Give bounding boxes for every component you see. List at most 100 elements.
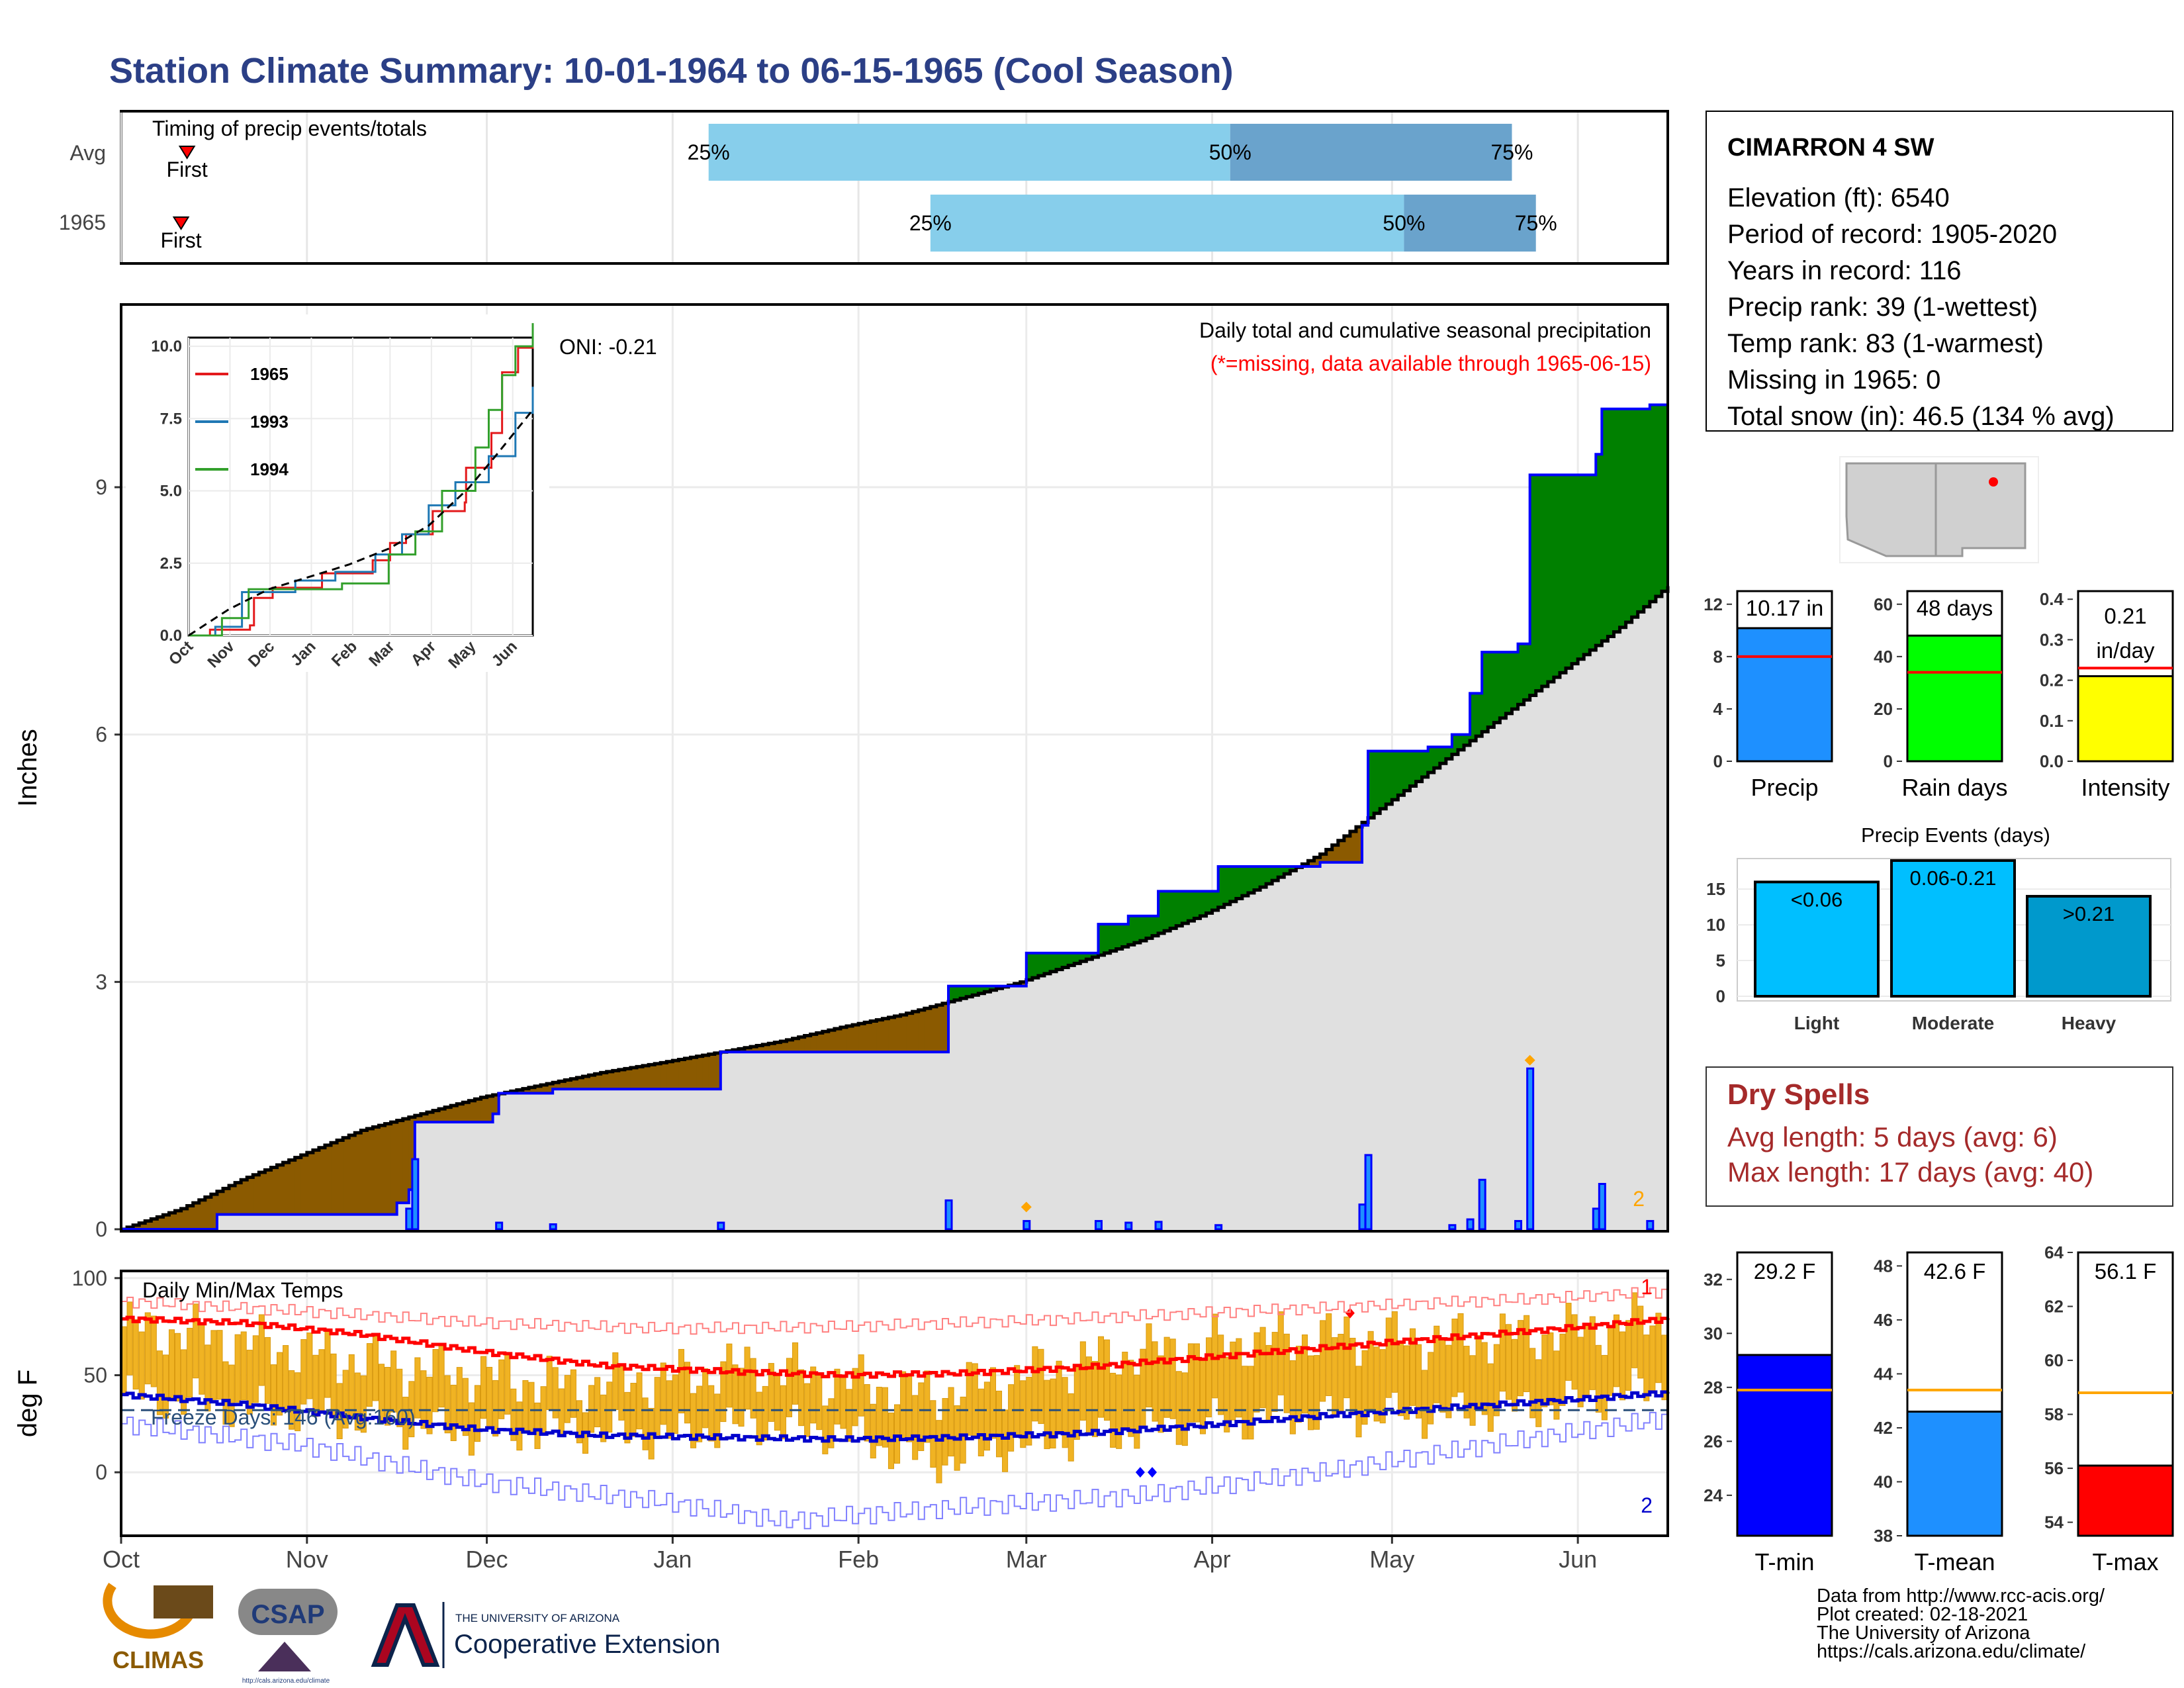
daily-temp-bar: [798, 1369, 805, 1427]
daily-temp-bar: [1601, 1354, 1608, 1421]
below-average-fill: [241, 1180, 248, 1215]
precip-events-bars: 0 5 10 15 <0.06 Light 0.06-0.21 Moderate >0.21 He…: [1706, 859, 2171, 1033]
month-label-nov: Nov: [286, 1546, 328, 1573]
above-average-fill: [1553, 475, 1561, 678]
above-average-fill: [1158, 891, 1165, 933]
above-average-fill: [1242, 866, 1249, 896]
daily-temp-bar: [187, 1327, 193, 1398]
below-average-fill: [852, 1025, 859, 1053]
daily-temp-bar: [1320, 1320, 1326, 1402]
daily-temp-bar: [504, 1354, 511, 1415]
csap-logo-mountain: [258, 1642, 311, 1671]
above-average-fill: [1224, 866, 1231, 905]
daily-temp-bar: [1283, 1333, 1290, 1413]
timing-avg-bar-50-75: [1230, 124, 1512, 181]
daily-temp-bar: [552, 1367, 559, 1419]
record-low-marker: [1135, 1467, 1145, 1478]
daily-temp-bar: [876, 1386, 882, 1446]
dry-spells-avg: Avg length: 5 days (avg: 6): [1727, 1121, 2058, 1152]
station-precip-rank: Precip rank: 39 (1-wettest): [1727, 293, 2038, 322]
above-average-fill: [1092, 953, 1099, 957]
dry-spells-frame: [1706, 1066, 2173, 1207]
below-average-fill: [762, 1044, 769, 1053]
below-average-fill: [660, 1062, 667, 1090]
below-average-fill: [714, 1053, 721, 1090]
daily-temp-bar: [414, 1357, 421, 1419]
temp-summary-t-mean-bar: [1906, 1410, 2003, 1537]
below-average-fill: [277, 1164, 284, 1215]
daily-temp-bar: [312, 1354, 319, 1417]
above-average-fill: [1266, 866, 1273, 884]
daily-temp-bar: [348, 1354, 355, 1417]
daily-temp-bar: [420, 1370, 427, 1429]
daily-temp-bar: [1475, 1335, 1482, 1410]
below-average-fill: [451, 1105, 457, 1123]
daily-temp-bar: [1457, 1313, 1464, 1393]
above-average-fill: [1026, 953, 1033, 980]
below-average-fill: [145, 1221, 152, 1229]
daily-temp-bar: [528, 1382, 535, 1434]
below-average-fill: [343, 1137, 349, 1215]
inset-chart: Oct Nov Dec Jan Feb Mar Apr May Jun0.02.55.07.51…: [126, 314, 549, 672]
daily-temp-bar: [660, 1362, 666, 1425]
daily-temp-bar: [210, 1330, 217, 1400]
below-average-fill: [774, 1042, 781, 1053]
station-location-marker: [1989, 477, 1998, 487]
daily-precip-bar: [1124, 1221, 1133, 1231]
station-years: Years in record: 116: [1727, 256, 1962, 285]
daily-temp-bar: [1308, 1355, 1314, 1430]
daily-temp-bar: [1625, 1320, 1632, 1391]
daily-temp-bar: [1379, 1349, 1386, 1424]
daily-temp-bar: [774, 1374, 780, 1431]
events-y-tick-label: 15: [1706, 879, 1725, 899]
below-average-fill: [229, 1185, 236, 1215]
below-average-fill: [379, 1125, 386, 1215]
precip-y-tick-label-0: 0: [95, 1217, 107, 1241]
events-bar-label-moderate: 0.06-0.21: [1910, 867, 1997, 890]
above-average-fill: [1086, 953, 1093, 960]
below-average-fill: [475, 1099, 482, 1123]
below-average-fill: [210, 1194, 218, 1229]
daily-temp-bar: [372, 1336, 379, 1401]
below-average-fill: [672, 1060, 680, 1090]
daily-temp-bar: [1410, 1328, 1416, 1406]
daily-temp-bar: [1193, 1343, 1200, 1423]
summary-rain-days-tick-label: 0: [1884, 751, 1893, 771]
daily-temp-bar: [1637, 1305, 1644, 1379]
daily-temp-bar: [1187, 1343, 1194, 1423]
daily-temp-bar: [486, 1366, 493, 1427]
daily-temp-bar: [558, 1388, 565, 1435]
daily-temp-bar: [684, 1362, 691, 1424]
daily-precip-bar: [1448, 1224, 1457, 1231]
daily-temp-bar: [642, 1397, 649, 1450]
below-average-fill: [265, 1170, 272, 1215]
temp-y-axis: 0 50 100: [72, 1266, 121, 1484]
cumulative-1965-line: [121, 380, 1669, 1231]
summary-rain-days-tick-label: 20: [1874, 699, 1893, 719]
above-average-fill: [1614, 408, 1621, 632]
below-average-fill: [181, 1208, 188, 1229]
daily-temp-bar: [289, 1370, 295, 1430]
below-average-fill: [486, 1096, 494, 1123]
daily-temp-bar: [1422, 1370, 1428, 1439]
daily-temp-bar: [840, 1374, 846, 1429]
record-low-marker: [1148, 1467, 1157, 1478]
daily-temp-bar: [1314, 1355, 1320, 1430]
daily-temp-bar: [995, 1390, 1003, 1458]
above-average-fill: [1661, 404, 1668, 592]
below-average-fill: [649, 1064, 655, 1090]
daily-temp-bar: [618, 1364, 625, 1421]
timing-year-p25-label: 25%: [909, 211, 952, 235]
below-average-fill: [1320, 854, 1327, 863]
above-average-fill: [1152, 915, 1159, 936]
below-average-fill: [810, 1034, 817, 1053]
below-average-fill: [786, 1039, 794, 1053]
above-average-fill: [1398, 751, 1405, 796]
summary-intensity-tick-label: 0.3: [2040, 630, 2064, 649]
daily-temp-bar: [822, 1405, 829, 1454]
events-category-moderate: Moderate: [1912, 1013, 1994, 1033]
below-average-fill: [643, 1065, 649, 1090]
above-average-fill: [1572, 475, 1578, 664]
daily-temp-bar: [306, 1333, 313, 1399]
below-average-fill: [666, 1061, 673, 1090]
